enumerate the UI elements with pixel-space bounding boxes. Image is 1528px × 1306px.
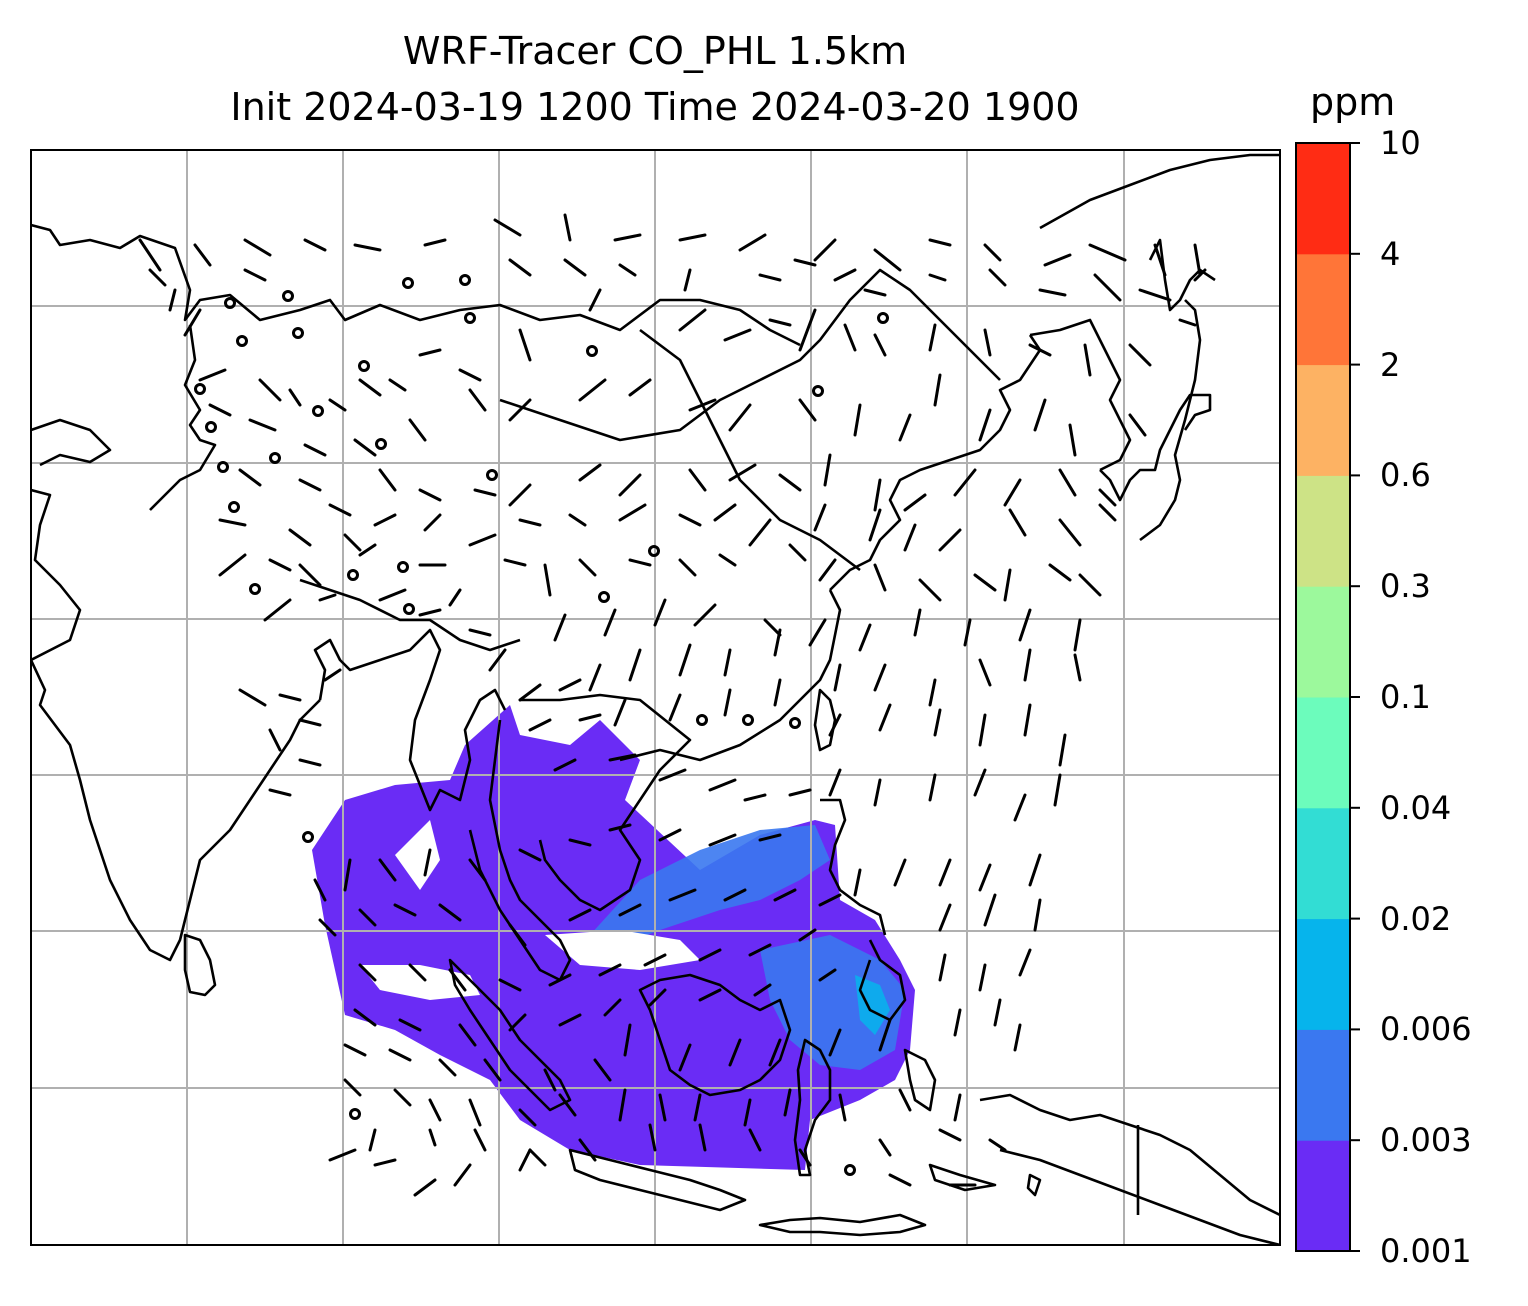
coast-lesser-sunda	[758, 1213, 927, 1237]
graticule	[31, 150, 1280, 1245]
coast-new-guinea	[979, 1093, 1280, 1217]
coast-borneo	[638, 973, 792, 1097]
coast-philippines-mindanao	[858, 939, 907, 1022]
colorbar-segment	[1296, 1140, 1350, 1252]
colorbar-tick-label: 0.003	[1380, 1121, 1472, 1160]
colorbar-tick-label: 0.001	[1380, 1232, 1472, 1270]
plume-gap-3	[395, 820, 440, 890]
coast-moluccas	[903, 1048, 937, 1112]
border-himalaya	[299, 578, 521, 652]
map-border	[30, 149, 1281, 1246]
coast-timor	[928, 1163, 997, 1192]
plume-mid-region-2	[760, 935, 905, 1070]
calm-markers	[194, 274, 889, 1176]
coast-malay-peninsula	[468, 719, 572, 982]
coast-japan-honshu	[1139, 299, 1202, 542]
colorbar-tick-label: 2	[1380, 345, 1401, 384]
colorbar-tick-label: 0.02	[1380, 899, 1452, 938]
colorbar-segment	[1296, 364, 1350, 476]
coast-russia-east	[1039, 153, 1280, 230]
coast-korea	[1029, 318, 1132, 472]
border-central-asia	[149, 324, 217, 511]
plume-gap-1	[360, 965, 480, 1000]
plume-mid-region	[590, 825, 830, 950]
coast-india-west	[31, 488, 321, 962]
colorbar-segment	[1296, 143, 1350, 255]
colorbar-tick-label: 4	[1380, 234, 1401, 273]
title-line-1: WRF-Tracer CO_PHL 1.5km	[402, 29, 908, 73]
colorbar-segment	[1296, 475, 1350, 587]
colorbar-segment	[1296, 918, 1350, 1030]
coast-small-island	[1026, 1173, 1042, 1197]
coast-arabia-india	[31, 223, 801, 347]
colorbar-tick-label: 0.1	[1380, 678, 1431, 716]
coast-new-guinea-south	[999, 1148, 1280, 1245]
colorbar	[1295, 142, 1360, 1252]
coast-sri-lanka	[183, 933, 217, 997]
plume-high-region	[855, 975, 890, 1035]
colorbar-tick-label: 0.3	[1380, 567, 1431, 606]
plume-gap-2	[545, 930, 700, 970]
colorbar-unit-label: ppm	[1310, 80, 1396, 124]
coast-caspian	[31, 418, 112, 467]
title-line-2: Init 2024-03-19 1200 Time 2024-03-20 190…	[230, 85, 1080, 129]
coast-china-south	[619, 589, 842, 762]
tracer-plume	[312, 705, 915, 1170]
coast-sumatra	[448, 958, 572, 1112]
coast-philippines-luzon	[820, 798, 887, 936]
colorbar-segment	[1296, 1029, 1350, 1141]
wind-barbs	[138, 213, 1207, 1197]
coast-china-east	[829, 334, 1042, 591]
coast-java	[568, 1148, 747, 1212]
coast-taiwan	[813, 688, 837, 752]
border-china-inner	[639, 328, 861, 572]
colorbar-tick-label: 0.6	[1380, 456, 1431, 495]
colorbar-tick-label: 0.04	[1380, 788, 1452, 827]
colorbar-tick-label: 0.006	[1380, 1010, 1472, 1049]
colorbar-segment	[1296, 586, 1350, 698]
colorbar-segment	[1296, 253, 1350, 366]
coast-indochina	[520, 693, 692, 912]
border-mongolia	[499, 268, 1001, 442]
colorbar-segment	[1296, 697, 1350, 809]
coast-japan	[1099, 393, 1212, 502]
coast-russia-sakhalin	[1148, 238, 1216, 312]
colorbar-segment	[1296, 807, 1350, 920]
coast-bay-of-bengal	[313, 628, 507, 812]
colorbar-tick-label: 10	[1380, 124, 1421, 162]
